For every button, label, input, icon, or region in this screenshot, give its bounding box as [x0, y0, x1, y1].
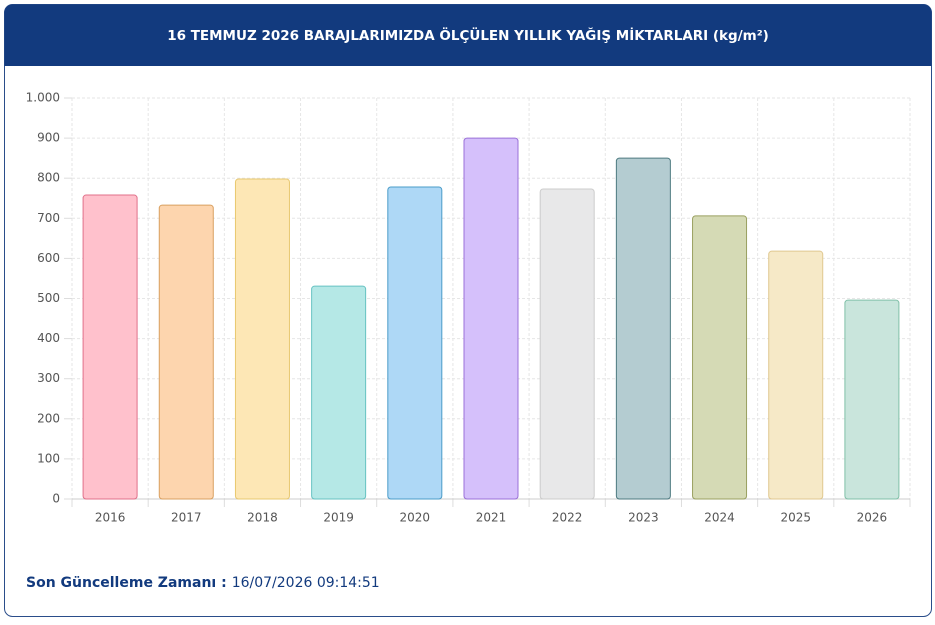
chart-title: 16 TEMMUZ 2026 BARAJLARIMIZDA ÖLÇÜLEN YI… [167, 26, 769, 44]
x-tick-label: 2017 [171, 511, 202, 525]
y-tick-label: 600 [37, 251, 60, 265]
x-tick-label: 2021 [476, 511, 507, 525]
y-tick-label: 300 [37, 371, 60, 385]
x-tick-label: 2020 [400, 511, 431, 525]
y-tick-label: 700 [37, 211, 60, 225]
footer: Son Güncelleme Zamanı : 16/07/2026 09:14:… [26, 575, 380, 591]
y-tick-label: 900 [37, 131, 60, 145]
bar [82, 194, 138, 500]
bar [615, 157, 671, 500]
bar [158, 204, 214, 500]
x-tick-label: 2022 [552, 511, 583, 525]
bar [463, 137, 519, 500]
y-tick-label: 400 [37, 331, 60, 345]
bar [844, 299, 900, 500]
y-tick-label: 0 [52, 492, 60, 506]
x-tick-label: 2026 [857, 511, 888, 525]
x-tick-label: 2024 [704, 511, 735, 525]
y-tick-label: 800 [37, 171, 60, 185]
footer-label: Son Güncelleme Zamanı : [26, 575, 227, 591]
y-tick-label: 200 [37, 411, 60, 425]
bar [234, 178, 290, 500]
x-tick-label: 2016 [95, 511, 126, 525]
footer-value: 16/07/2026 09:14:51 [232, 575, 380, 591]
bar [387, 186, 443, 500]
bar [768, 250, 824, 500]
x-tick-label: 2025 [780, 511, 811, 525]
y-tick-label: 1.000 [26, 91, 60, 105]
x-tick-label: 2019 [323, 511, 354, 525]
y-tick-label: 100 [37, 451, 60, 465]
bar [692, 215, 748, 500]
header-bar [4, 4, 932, 66]
bar [539, 188, 595, 500]
x-tick-label: 2023 [628, 511, 659, 525]
x-tick-label: 2018 [247, 511, 278, 525]
bar [311, 285, 367, 500]
y-tick-label: 500 [37, 291, 60, 305]
